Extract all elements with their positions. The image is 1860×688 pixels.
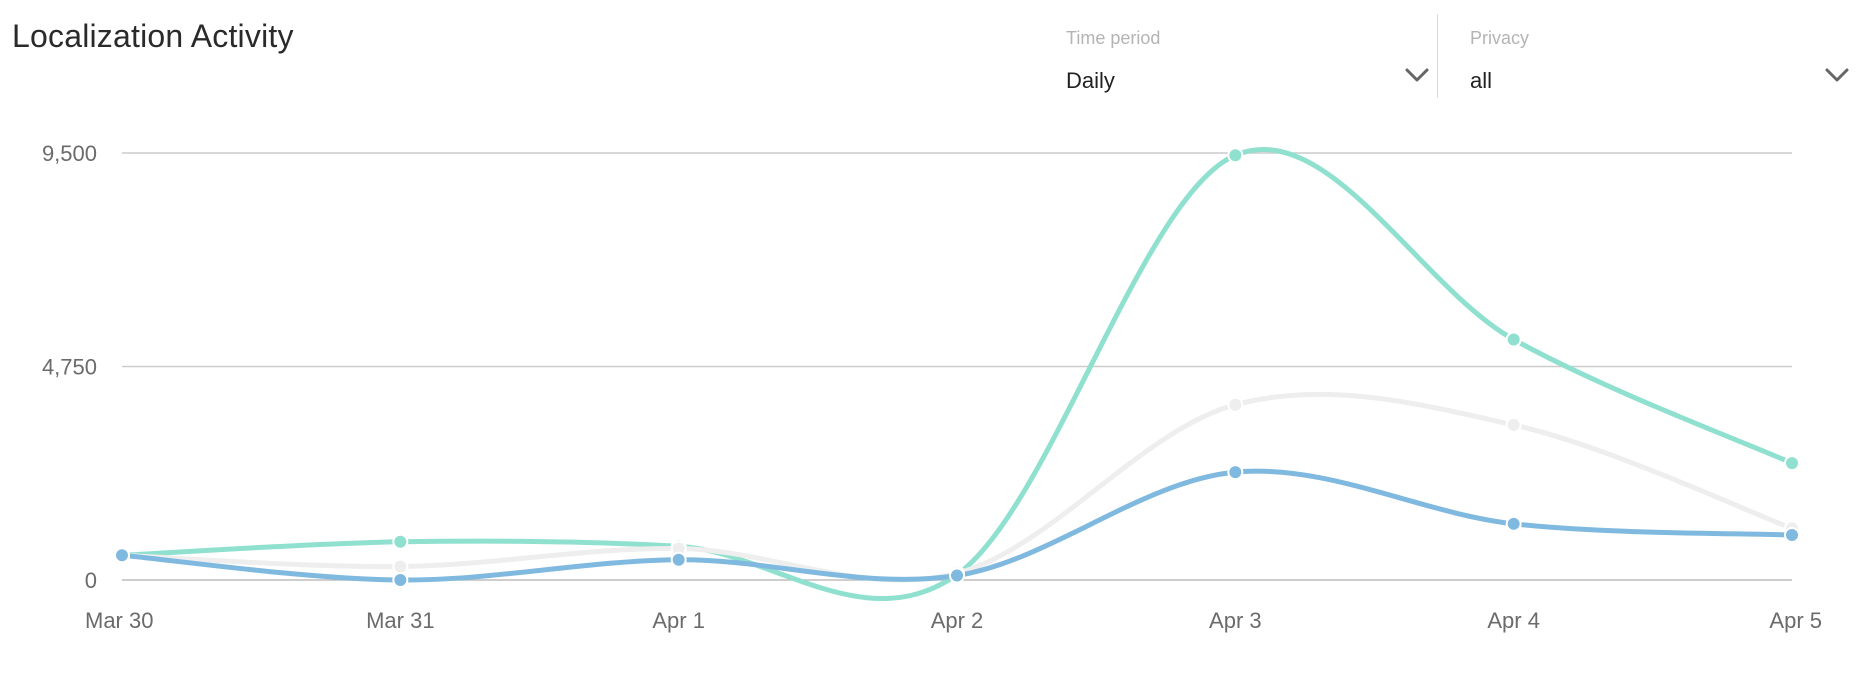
data-point[interactable] <box>1227 464 1244 481</box>
data-point[interactable] <box>1784 527 1800 544</box>
x-tick-label: Apr 5 <box>1769 608 1822 633</box>
x-tick-label: Apr 4 <box>1487 608 1540 633</box>
series-line-2 <box>119 391 1795 583</box>
chevron-down-icon[interactable] <box>1404 66 1430 84</box>
y-tick-label: 0 <box>85 568 97 593</box>
data-point[interactable] <box>392 533 409 550</box>
x-axis-tick-labels: Mar 30 Mar 31 Apr 1 Apr 2 Apr 3 Apr 4 Apr 5 <box>85 608 1822 633</box>
x-tick-label: Mar 30 <box>85 608 153 633</box>
y-tick-label: 9,500 <box>42 141 97 166</box>
x-tick-label: Apr 2 <box>931 608 984 633</box>
x-tick-label: Apr 3 <box>1209 608 1262 633</box>
data-point[interactable] <box>114 547 130 564</box>
series-line-1 <box>119 147 1795 602</box>
series-line-3 <box>119 468 1795 583</box>
time-period-value[interactable]: Daily <box>1066 68 1115 93</box>
data-point[interactable] <box>1227 147 1244 164</box>
data-point[interactable] <box>1505 515 1522 532</box>
data-point[interactable] <box>392 558 409 575</box>
x-tick-label: Apr 1 <box>652 608 705 633</box>
privacy-value[interactable]: all <box>1470 68 1493 93</box>
x-tick-label: Mar 31 <box>366 608 434 633</box>
page-title: Localization Activity <box>12 18 294 54</box>
grid-lines <box>122 152 1792 581</box>
data-point[interactable] <box>1505 331 1522 348</box>
series-lines <box>119 147 1795 602</box>
data-point[interactable] <box>1227 396 1244 413</box>
privacy-label: Privacy <box>1470 28 1530 48</box>
filter-divider <box>1437 14 1438 98</box>
chevron-down-icon[interactable] <box>1824 66 1850 84</box>
y-tick-label: 4,750 <box>42 355 97 380</box>
time-period-dropdown[interactable]: Time period Daily <box>1066 22 1430 98</box>
y-axis-tick-labels: 0 4,750 9,500 <box>42 141 97 593</box>
data-points <box>114 147 1800 588</box>
data-point[interactable] <box>949 567 965 584</box>
data-point[interactable] <box>392 572 409 588</box>
time-period-label: Time period <box>1066 28 1161 48</box>
data-point[interactable] <box>1784 455 1800 472</box>
privacy-dropdown[interactable]: Privacy all <box>1470 22 1850 98</box>
data-point[interactable] <box>670 551 687 568</box>
data-point[interactable] <box>1505 416 1522 433</box>
